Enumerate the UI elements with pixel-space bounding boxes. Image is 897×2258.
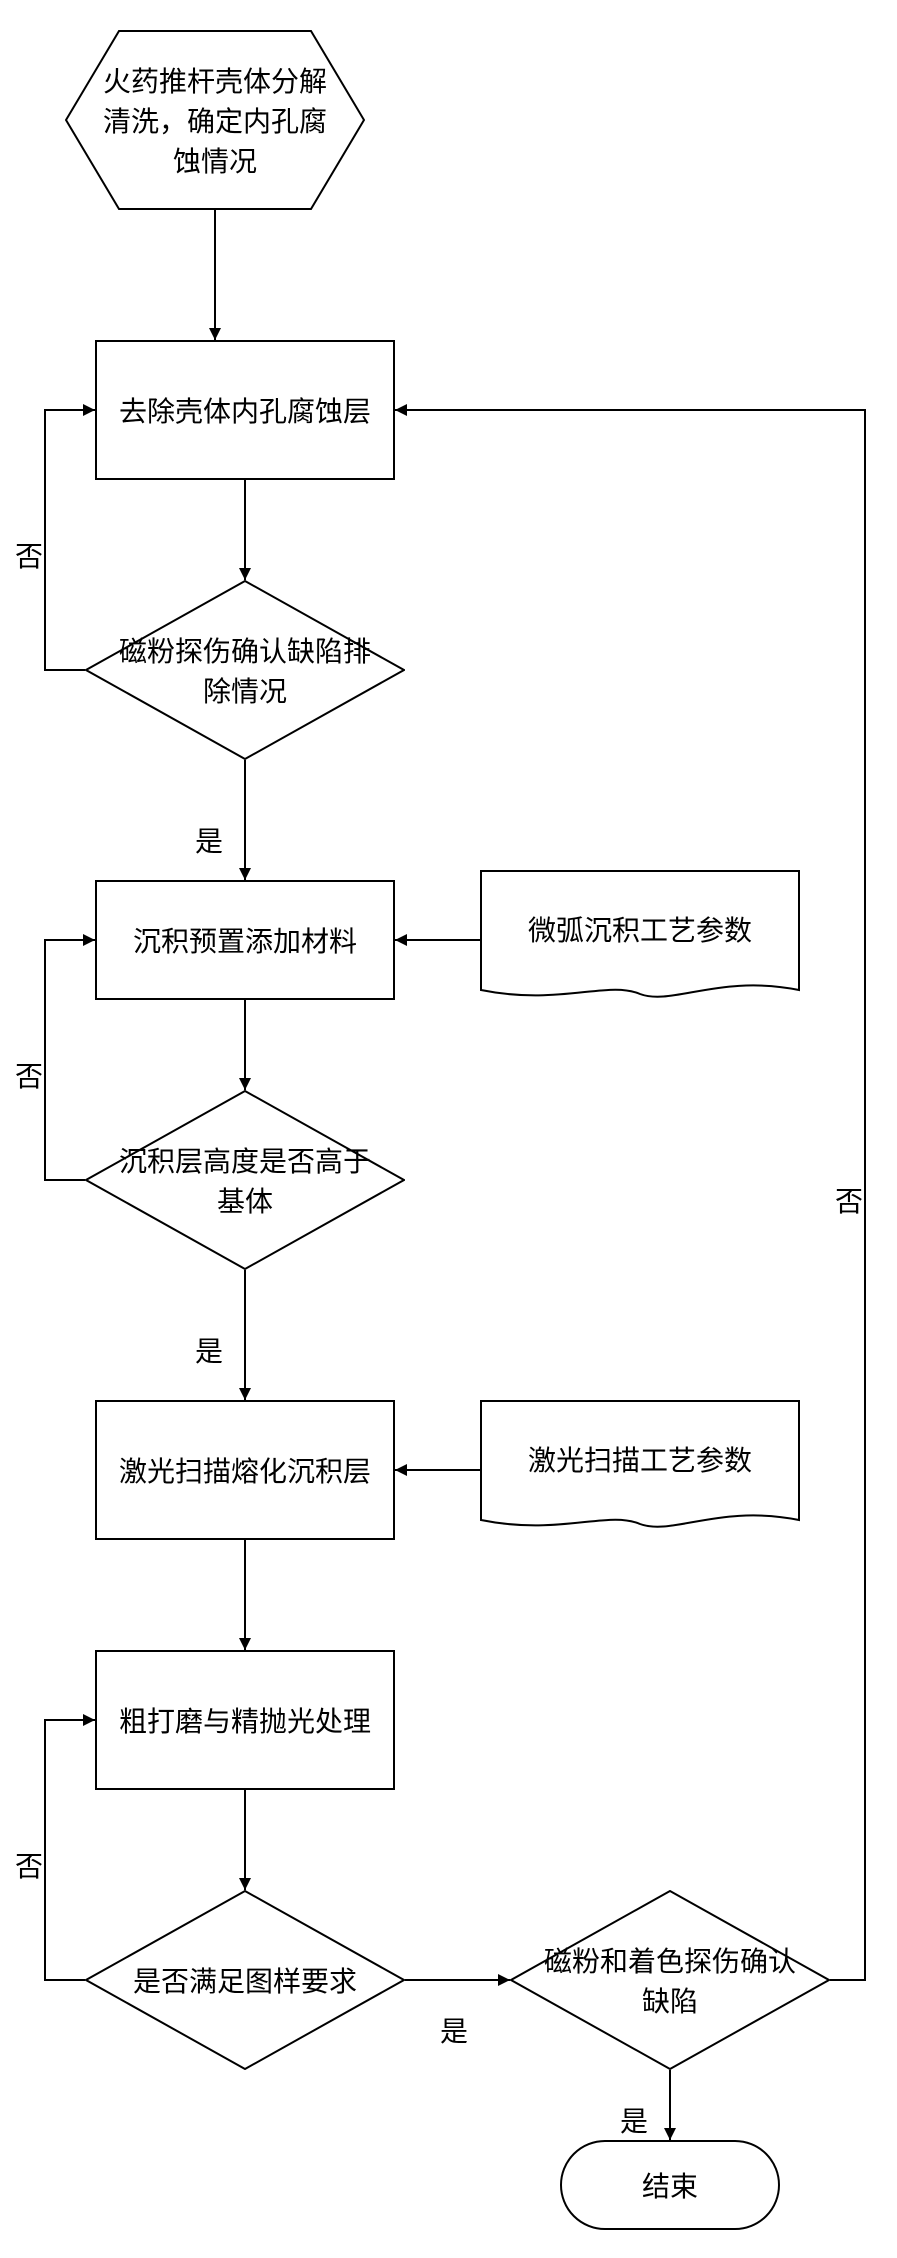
decision-spec-label: 是否满足图样要求 xyxy=(85,1890,405,2070)
edge-label-d_defect-end: 是 xyxy=(620,2100,648,2140)
document-laser-label: 激光扫描工艺参数 xyxy=(480,1400,800,1518)
edge-label-d_spec-d_defect: 是 xyxy=(440,2010,468,2050)
process-grind-label: 粗打磨与精抛光处理 xyxy=(119,1700,371,1740)
decision-deposit-height: 沉积层高度是否高于基体 xyxy=(85,1090,405,1270)
process-laser-label: 激光扫描熔化沉积层 xyxy=(119,1450,371,1490)
process-remove-label: 去除壳体内孔腐蚀层 xyxy=(119,390,371,430)
edge-label-d_spec-p_grind: 否 xyxy=(15,1845,43,1885)
start-label: 火药推杆壳体分解清洗，确定内孔腐蚀情况 xyxy=(65,30,365,210)
decision-magnetic-inspection: 磁粉探伤确认缺陷排除情况 xyxy=(85,580,405,760)
start-node: 火药推杆壳体分解清洗，确定内孔腐蚀情况 xyxy=(65,30,365,210)
decision-defect-confirm: 磁粉和着色探伤确认缺陷 xyxy=(510,1890,830,2070)
process-deposit-material: 沉积预置添加材料 xyxy=(95,880,395,1000)
edge-label-d_mag-p_remove: 否 xyxy=(15,535,43,575)
process-laser-scan: 激光扫描熔化沉积层 xyxy=(95,1400,395,1540)
document-microarc-label: 微弧沉积工艺参数 xyxy=(480,870,800,988)
end-label: 结束 xyxy=(642,2165,698,2205)
process-remove-corrosion: 去除壳体内孔腐蚀层 xyxy=(95,340,395,480)
edge-label-d_height-p_laser: 是 xyxy=(195,1330,223,1370)
decision-meets-spec: 是否满足图样要求 xyxy=(85,1890,405,2070)
edge-label-d_height-p_dep: 否 xyxy=(15,1055,43,1095)
decision-defect-label: 磁粉和着色探伤确认缺陷 xyxy=(510,1890,830,2070)
edge-d_defect-p_remove xyxy=(395,410,865,1980)
edge-label-d_defect-p_remove: 否 xyxy=(835,1180,863,1220)
end-node: 结束 xyxy=(560,2140,780,2230)
decision-height-label: 沉积层高度是否高于基体 xyxy=(85,1090,405,1270)
decision-mag-label: 磁粉探伤确认缺陷排除情况 xyxy=(85,580,405,760)
process-grind-polish: 粗打磨与精抛光处理 xyxy=(95,1650,395,1790)
edge-label-d_mag-p_dep: 是 xyxy=(195,820,223,860)
document-microarc-params: 微弧沉积工艺参数 xyxy=(480,870,800,1000)
process-deposit-label: 沉积预置添加材料 xyxy=(133,920,357,960)
document-laser-params: 激光扫描工艺参数 xyxy=(480,1400,800,1530)
